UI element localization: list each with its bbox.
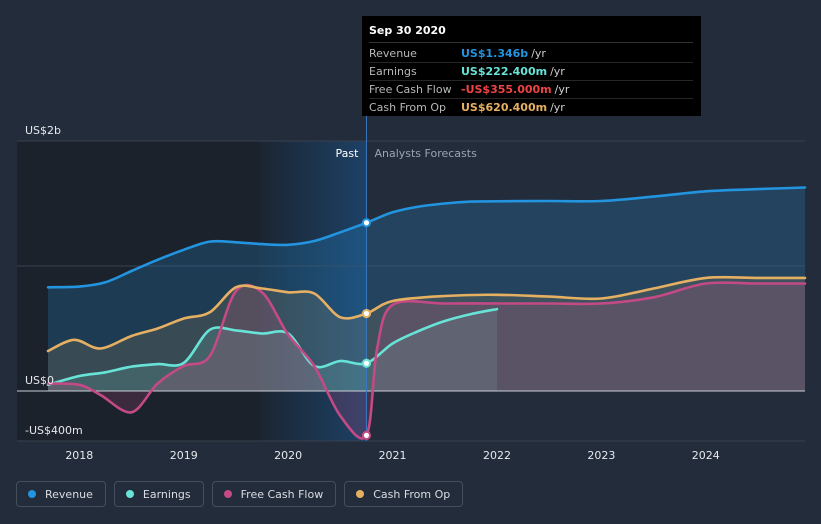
axis-labels: US$2b US$0 -US$400m 2018 2019 2020 2021 2022 202… — [25, 124, 720, 462]
tooltip-unit: /yr — [550, 101, 565, 114]
legend-item-cash-from-op[interactable]: Cash From Op — [344, 481, 464, 507]
tooltip-label: Revenue — [369, 47, 417, 60]
tooltip-label: Earnings — [369, 65, 417, 78]
line-revenue — [46, 186, 807, 289]
x-tick-label: 2023 — [587, 449, 615, 462]
legend-label: Cash From Op — [373, 487, 451, 501]
legend-item-free-cash-flow[interactable]: Free Cash Flow — [211, 481, 337, 507]
marker-cash-from-op — [361, 308, 372, 319]
y-tick-label: US$2b — [25, 124, 61, 137]
legend-label: Earnings — [142, 487, 191, 501]
legend: Revenue Earnings Free Cash Flow Cash Fro… — [16, 481, 471, 507]
tooltip-value: US$222.400m — [461, 65, 548, 78]
area-earnings — [48, 309, 497, 391]
legend-dot-icon — [125, 490, 134, 498]
tooltip-row-cash-from-op: Cash From Op US$620.400m /yr — [369, 99, 693, 116]
tooltip-value: US$1.346b — [461, 47, 529, 60]
line-free-cash-flow — [46, 281, 807, 440]
tooltip-unit: /yr — [550, 65, 565, 78]
legend-item-earnings[interactable]: Earnings — [113, 481, 204, 507]
tooltip-row-revenue: Revenue US$1.346b /yr — [369, 45, 693, 63]
tooltip-row-earnings: Earnings US$222.400m /yr — [369, 63, 693, 81]
x-tick-label: 2019 — [170, 449, 198, 462]
tooltip-label: Cash From Op — [369, 101, 447, 114]
legend-dot-icon — [28, 490, 36, 498]
tooltip-unit: /yr — [531, 47, 546, 60]
tooltip: Sep 30 2020 Revenue US$1.346b /yr Earnin… — [362, 16, 701, 116]
legend-dot-icon — [356, 490, 365, 498]
series-markers — [361, 218, 372, 440]
y-tick-label: -US$400m — [25, 424, 83, 437]
past-label: Past — [336, 147, 360, 160]
tooltip-label: Free Cash Flow — [369, 83, 452, 96]
tooltip-unit: /yr — [554, 83, 570, 96]
tooltip-value: -US$355.000m — [461, 83, 552, 96]
line-earnings — [46, 307, 499, 387]
tooltip-row-free-cash-flow: Free Cash Flow -US$355.000m /yr — [369, 81, 693, 99]
marker-revenue — [361, 218, 372, 228]
series-areas — [48, 187, 805, 439]
legend-label: Free Cash Flow — [240, 487, 324, 501]
tooltip-date: Sep 30 2020 — [369, 24, 693, 43]
area-cash-from-op — [48, 277, 805, 391]
line-cash-from-op — [46, 275, 807, 353]
area-revenue — [48, 187, 805, 391]
tooltip-value: US$620.400m — [461, 101, 548, 114]
series-lines — [46, 186, 807, 440]
grid-lines — [17, 140, 805, 442]
forecast-label: Analysts Forecasts — [374, 147, 477, 160]
x-tick-label: 2022 — [483, 449, 511, 462]
legend-dot-icon — [223, 490, 232, 498]
x-tick-label: 2024 — [692, 449, 720, 462]
area-free-cash-flow — [48, 282, 805, 439]
x-tick-label: 2018 — [65, 449, 93, 462]
y-tick-label: US$0 — [25, 374, 54, 387]
legend-item-revenue[interactable]: Revenue — [16, 481, 106, 507]
x-tick-label: 2021 — [379, 449, 407, 462]
marker-earnings — [361, 358, 372, 368]
marker-free-cash-flow — [361, 430, 372, 440]
x-tick-label: 2020 — [274, 449, 302, 462]
legend-label: Revenue — [45, 487, 93, 501]
